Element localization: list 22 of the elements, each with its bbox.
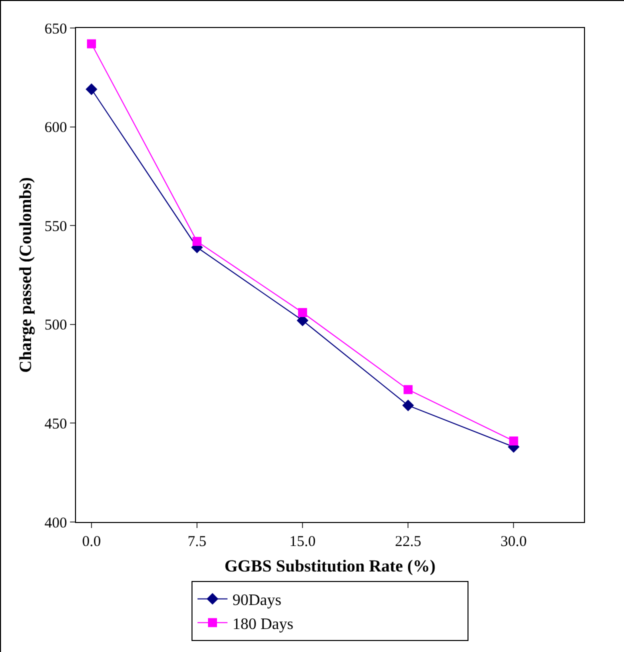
legend-label: 90Days <box>232 592 282 610</box>
y-axis-title: Charge passed (Coulombs) <box>16 177 36 373</box>
point <box>192 236 202 246</box>
legend-label: 180 Days <box>232 616 294 633</box>
y-tick-label: 500 <box>44 318 67 334</box>
x-tick-label: 0.0 <box>82 534 101 550</box>
point <box>402 400 414 412</box>
x-tick-label: 7.5 <box>188 534 206 550</box>
point <box>404 385 413 394</box>
point <box>298 308 308 318</box>
y-tick-label: 400 <box>44 515 67 532</box>
y-tick-label: 650 <box>44 21 67 38</box>
x-tick-label: 15.0 <box>289 534 316 550</box>
x-tick-label: 22.5 <box>394 534 422 550</box>
point <box>86 39 96 48</box>
y-tick-label: 600 <box>44 120 67 136</box>
point <box>509 436 518 446</box>
x-tick-label: 30.0 <box>500 534 527 550</box>
y-tick-label: 450 <box>44 416 67 432</box>
point <box>86 83 98 96</box>
x-axis-title: GGBS Substitution Rate (%) <box>224 556 436 576</box>
y-tick-label: 550 <box>44 218 67 235</box>
